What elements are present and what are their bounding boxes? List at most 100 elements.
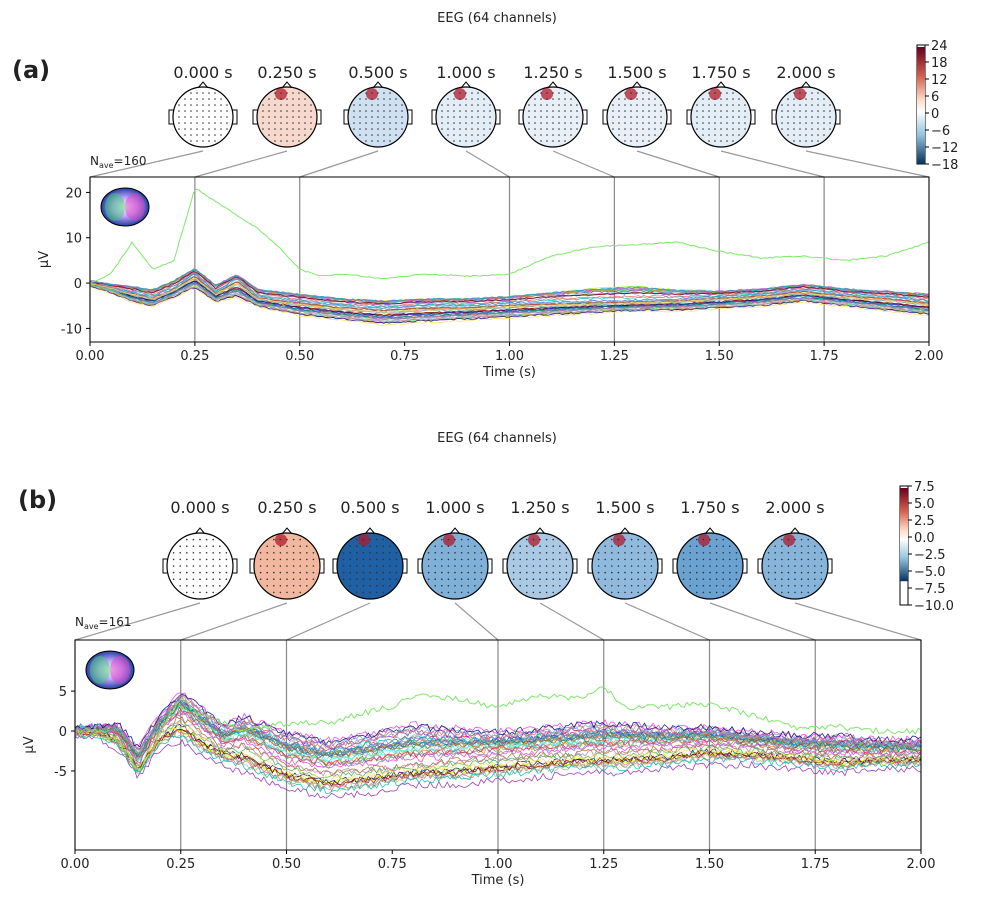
electrode-dot (800, 591, 803, 594)
electrode-dot (286, 558, 288, 561)
electrode-dot (365, 116, 367, 118)
electrode-dot (460, 565, 463, 567)
electrode-dot (617, 552, 620, 554)
electrode-dot (794, 591, 796, 594)
electrode-dot (617, 585, 620, 587)
panel-a: EEG (64 channels) (a) 0.000 s 0.250 s 0.500 … (12, 11, 958, 380)
electrode-dot (274, 92, 276, 94)
topomap-time-label: 1.000 s (436, 63, 495, 82)
electrode-dot (342, 578, 345, 580)
x-tick-label: 2.00 (915, 349, 944, 364)
sensor-legend (100, 187, 150, 227)
electrode-dot (441, 128, 443, 130)
electrode-dot (477, 134, 479, 136)
electrode-dot (205, 585, 208, 587)
electrode-dot (738, 134, 740, 136)
topomap-time-label: 0.500 s (340, 498, 399, 517)
electrode-dot (460, 578, 463, 580)
electrode-dot (774, 552, 776, 554)
electrode-dot (564, 122, 566, 124)
electrode-dot (576, 122, 578, 124)
electrode-dot (471, 122, 473, 124)
electrode-dot (219, 585, 221, 587)
electrode-dot (434, 571, 437, 574)
electrode-dot (453, 98, 455, 100)
electrode-dot (618, 110, 620, 112)
x-tick-label: 1.25 (600, 349, 629, 364)
electrode-dot (648, 122, 650, 124)
electrode-dot (395, 565, 398, 567)
electrode-dot (353, 122, 355, 124)
x-tick-label: 0.50 (285, 349, 314, 364)
electrode-dot (660, 110, 662, 112)
electrode-dot (800, 545, 803, 547)
electrode-dot (800, 585, 803, 587)
electrode-dot (774, 571, 776, 574)
electrode-dot (225, 552, 228, 554)
electrode-dot (597, 578, 600, 580)
electrode-dot (382, 545, 385, 547)
electrode-dot (714, 140, 716, 142)
electrode-dot (190, 110, 192, 112)
electrode-dot (268, 128, 270, 130)
channel-trace (75, 734, 921, 794)
electrode-dot (434, 565, 437, 567)
electrode-dot (298, 110, 300, 112)
electrode-dot (696, 104, 698, 106)
electrode-dot (708, 122, 710, 124)
electrode-dot (532, 571, 535, 574)
electrode-dot (805, 122, 807, 124)
electrode-dot (709, 585, 711, 587)
channel-trace (90, 275, 929, 310)
electrode-dot (186, 565, 188, 567)
electrode-dot (682, 578, 685, 580)
electrode-dot (545, 552, 548, 554)
electrode-dot (286, 128, 288, 130)
x-tick-label: 0.50 (272, 857, 301, 872)
electrode-dot (447, 578, 450, 580)
electrode-dot (546, 98, 548, 100)
topomap-time-label: 0.250 s (257, 498, 316, 517)
electrode-dot (292, 545, 295, 547)
electrode-dot (273, 591, 275, 594)
electrode-dot (532, 585, 535, 587)
electrode-dot (262, 104, 264, 106)
electrode-dot (630, 116, 632, 118)
electrode-dot (570, 122, 572, 124)
electrode-dot (729, 558, 731, 561)
electrode-dot (642, 116, 644, 118)
electrode-dot (375, 545, 378, 547)
electrode-dot (459, 104, 461, 106)
electrode-dot (696, 116, 698, 118)
electrode-dot (220, 134, 222, 136)
electrode-dot (199, 585, 201, 587)
electrode-dot (362, 552, 365, 554)
channel-trace (90, 285, 929, 324)
electrode-dot (480, 558, 483, 561)
electrode-dot (654, 122, 656, 124)
electrode-dot (292, 134, 294, 136)
electrode-dot (624, 92, 626, 94)
electrode-dot (441, 104, 443, 106)
electrode-dot (781, 591, 783, 594)
topomap (672, 527, 748, 600)
electrode-dot (702, 104, 704, 106)
electrode-dot (648, 92, 650, 94)
electrode-dot (565, 558, 568, 561)
electrode-dot (441, 585, 443, 587)
electrode-dot (389, 140, 391, 142)
electrode-dot (794, 585, 796, 587)
electrode-dot (793, 110, 795, 112)
electrode-dot (441, 538, 443, 541)
electrode-dot (576, 104, 578, 106)
electrode-dot (465, 116, 467, 118)
electrode-dot (196, 134, 198, 136)
electrode-dot (519, 552, 521, 554)
electrode-dot (454, 585, 456, 587)
electrode-dot (552, 565, 554, 567)
electrode-dot (726, 128, 728, 130)
electrode-dot (702, 122, 704, 124)
topomap-connector (805, 150, 930, 178)
electrode-dot (192, 552, 195, 554)
traces (90, 188, 929, 326)
